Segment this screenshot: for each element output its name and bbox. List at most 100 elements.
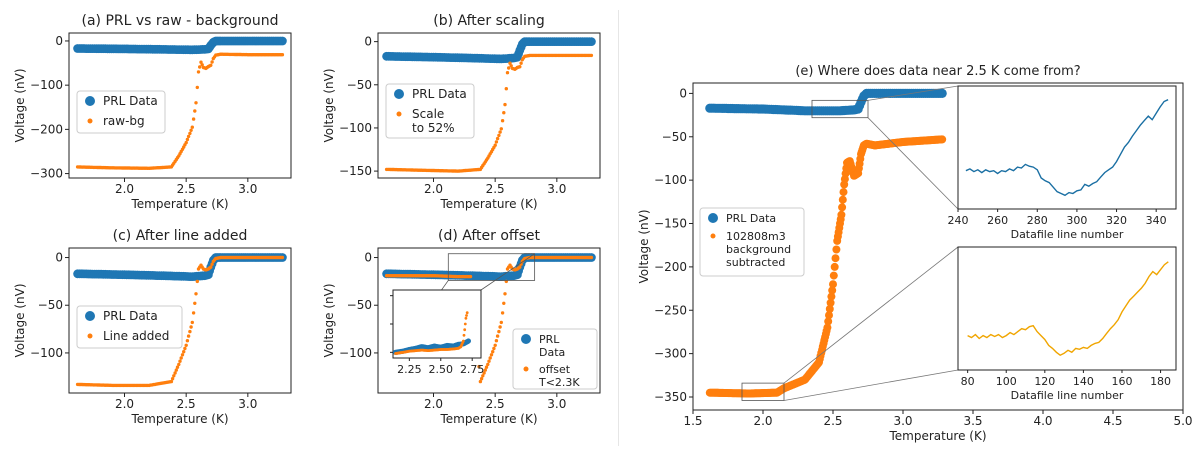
plot-frame bbox=[68, 247, 292, 394]
y-tick-label: −300 bbox=[654, 347, 687, 361]
legend-marker bbox=[710, 233, 716, 239]
series2-point bbox=[177, 362, 181, 367]
series2-point bbox=[189, 325, 193, 329]
y-tick-label: −150 bbox=[654, 217, 687, 231]
series2-point bbox=[483, 368, 487, 372]
chart-title: (d) After offset bbox=[438, 228, 540, 244]
series2-point bbox=[499, 320, 503, 325]
series2-point bbox=[172, 374, 176, 378]
series2-point bbox=[499, 127, 503, 131]
y-tick-label: −350 bbox=[654, 390, 687, 404]
inset-inset_bottom: 80 100 120 140 160 180 Datafile line number bbox=[741, 246, 1177, 402]
series2-point bbox=[488, 356, 492, 360]
series2-point bbox=[495, 334, 500, 338]
series2-point bbox=[468, 274, 473, 279]
series2-point bbox=[169, 379, 174, 384]
inset-offset-point bbox=[464, 316, 468, 320]
y-tick-label: −250 bbox=[654, 303, 687, 317]
zoom-source-box bbox=[741, 382, 785, 401]
y-tick-label: −150 bbox=[339, 164, 372, 178]
zoom-source-box bbox=[811, 99, 869, 119]
series2-point bbox=[500, 311, 505, 315]
series2-point bbox=[500, 119, 505, 123]
background-subtracted-point bbox=[831, 254, 840, 263]
series2-point bbox=[589, 53, 594, 58]
legend-marker bbox=[394, 89, 404, 99]
series2-point bbox=[494, 339, 499, 343]
series2-point bbox=[491, 350, 495, 354]
inset-offset-point bbox=[465, 314, 468, 317]
zoom-connector bbox=[783, 369, 959, 401]
chart-title: (c) After line added bbox=[113, 228, 248, 244]
inset-trace bbox=[965, 99, 1169, 197]
y-tick-label: 0 bbox=[364, 251, 372, 265]
legend-marker bbox=[87, 118, 93, 124]
series2-point bbox=[489, 353, 494, 357]
series2-point bbox=[194, 101, 198, 105]
inset-trace bbox=[967, 261, 1169, 357]
background-subtracted-point bbox=[823, 323, 832, 332]
x-tick-label: 3.0 bbox=[238, 182, 257, 196]
series2-point bbox=[191, 117, 196, 121]
series2-point bbox=[481, 374, 485, 378]
plot-frame bbox=[692, 82, 1184, 411]
plot-frame bbox=[68, 32, 292, 179]
x-tick-label: 1.5 bbox=[683, 414, 702, 428]
x-tick-label: 3.0 bbox=[893, 414, 912, 428]
x-axis-label: Temperature (K) bbox=[439, 412, 537, 426]
inset-x-tick-label: 2.75 bbox=[460, 363, 485, 376]
background-subtracted-point bbox=[825, 305, 834, 313]
x-tick-label: 4.5 bbox=[1103, 414, 1122, 428]
background-subtracted-point bbox=[827, 292, 836, 301]
zoom-connector bbox=[867, 85, 959, 101]
series2-point bbox=[190, 320, 194, 325]
y-axis-label: Voltage (nV) bbox=[637, 209, 651, 283]
y-tick-label: −100 bbox=[339, 121, 372, 135]
x-axis-label: Temperature (K) bbox=[439, 197, 537, 211]
inset-x-tick-label: 340 bbox=[1146, 214, 1167, 227]
inset-x-tick-label: 2.25 bbox=[397, 363, 422, 376]
inset-offset-point bbox=[463, 322, 467, 326]
inset-x-tick-label: 260 bbox=[987, 214, 1008, 227]
background-subtracted-point bbox=[837, 210, 846, 219]
series2-point bbox=[180, 353, 185, 357]
prl-data-point bbox=[278, 36, 287, 46]
legend-marker bbox=[708, 213, 718, 223]
zoom-source-box bbox=[447, 253, 536, 281]
series2-point bbox=[184, 343, 188, 347]
legend-label: 102808m3 background subtracted bbox=[726, 230, 791, 269]
y-tick-label: 0 bbox=[679, 86, 687, 100]
series2-point bbox=[185, 137, 190, 142]
legend-label: Line added bbox=[103, 329, 169, 343]
inset-offset-point bbox=[462, 339, 465, 343]
inset-x-tick-label: 300 bbox=[1066, 214, 1087, 227]
series2-point bbox=[182, 350, 186, 354]
series2-point bbox=[482, 371, 486, 375]
legend-label: raw-bg bbox=[103, 114, 145, 128]
x-tick-label: 2.5 bbox=[177, 182, 196, 196]
series2-point bbox=[507, 66, 511, 70]
series2-point bbox=[495, 136, 500, 141]
legend-marker bbox=[523, 366, 529, 372]
y-tick-label: −100 bbox=[30, 346, 63, 360]
y-tick-label: −200 bbox=[654, 260, 687, 274]
x-tick-label: 3.0 bbox=[238, 397, 257, 411]
legend-box bbox=[699, 207, 805, 277]
series2-point bbox=[493, 343, 497, 347]
series2-point bbox=[210, 60, 214, 64]
series2-point bbox=[209, 63, 213, 67]
chart-c: 2.0 2.5 3.0 0 −50 −100 (c) After line added Tem… bbox=[13, 228, 292, 426]
series2-point bbox=[477, 364, 481, 369]
background-subtracted-point bbox=[829, 271, 838, 280]
x-tick-label: 5.0 bbox=[1173, 414, 1192, 428]
series2-point bbox=[175, 365, 180, 369]
series2-point bbox=[188, 131, 192, 136]
series2-point bbox=[503, 292, 507, 296]
background-subtracted-point bbox=[824, 317, 833, 326]
chart-title: (b) After scaling bbox=[433, 13, 544, 29]
y-tick-label: −50 bbox=[38, 298, 63, 312]
y-tick-label: −50 bbox=[662, 130, 687, 144]
series2-point bbox=[484, 365, 489, 369]
legend-label: PRL Data bbox=[539, 333, 565, 359]
series2-point bbox=[479, 377, 484, 381]
